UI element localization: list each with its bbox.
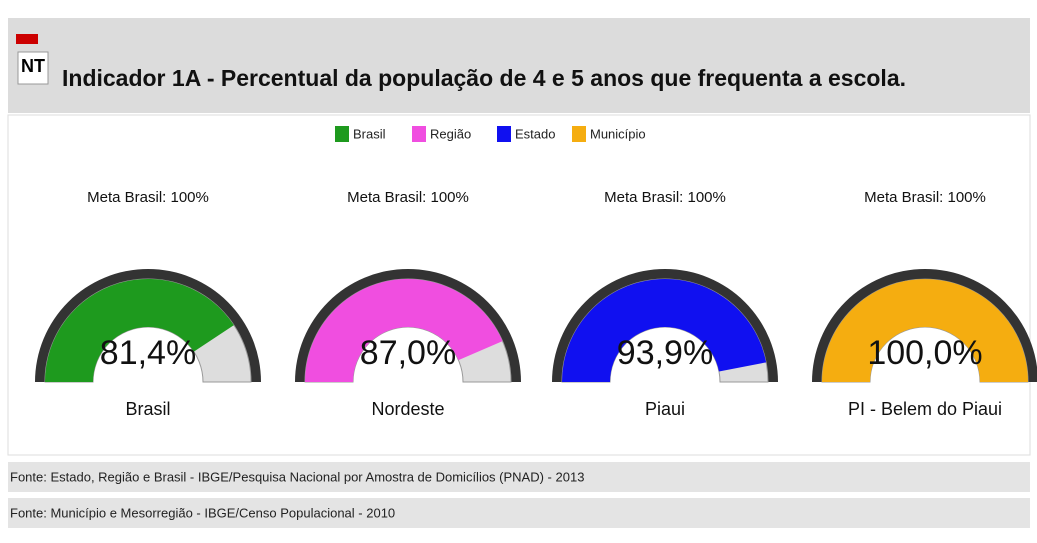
source-band xyxy=(8,462,1030,492)
gauge-value xyxy=(822,279,1028,382)
legend-label: Região xyxy=(430,126,471,141)
source: Fonte: Município e Mesorregião - IBGE/Ce… xyxy=(10,505,395,520)
value-label: 100,0% xyxy=(867,334,982,372)
gauge-value xyxy=(45,279,234,382)
source-band xyxy=(8,498,1030,528)
category-label: Piaui xyxy=(645,399,685,419)
legend-swatch xyxy=(497,126,511,142)
target-label: Meta Brasil: 100% xyxy=(87,189,209,206)
icon-label: NT xyxy=(21,56,45,76)
header-band xyxy=(8,18,1030,113)
legend-swatch xyxy=(572,126,586,142)
value-label: 93,9% xyxy=(617,334,713,372)
target-label: Meta Brasil: 100% xyxy=(347,189,469,206)
legend-label: Brasil xyxy=(353,126,386,141)
target-label: Meta Brasil: 100% xyxy=(604,189,726,206)
pdf-icon xyxy=(16,34,38,44)
gauge-value xyxy=(562,279,767,382)
target-label: Meta Brasil: 100% xyxy=(864,189,986,206)
nt-icon xyxy=(17,51,49,85)
value-label: 87,0% xyxy=(360,334,456,372)
value-label: 81,4% xyxy=(100,334,196,372)
legend-label: Estado xyxy=(515,126,555,141)
legend-swatch xyxy=(412,126,426,142)
legend-label: Município xyxy=(590,126,646,141)
category-label: Nordeste xyxy=(371,399,444,419)
category-label: Brasil xyxy=(125,399,170,419)
category-label: PI - Belem do Piaui xyxy=(848,399,1002,419)
source: Fonte: Estado, Região e Brasil - IBGE/Pe… xyxy=(10,469,584,484)
legend-swatch xyxy=(335,126,349,142)
gauge-value xyxy=(305,279,503,382)
chart-title: Indicador 1A - Percentual da população d… xyxy=(62,65,906,91)
